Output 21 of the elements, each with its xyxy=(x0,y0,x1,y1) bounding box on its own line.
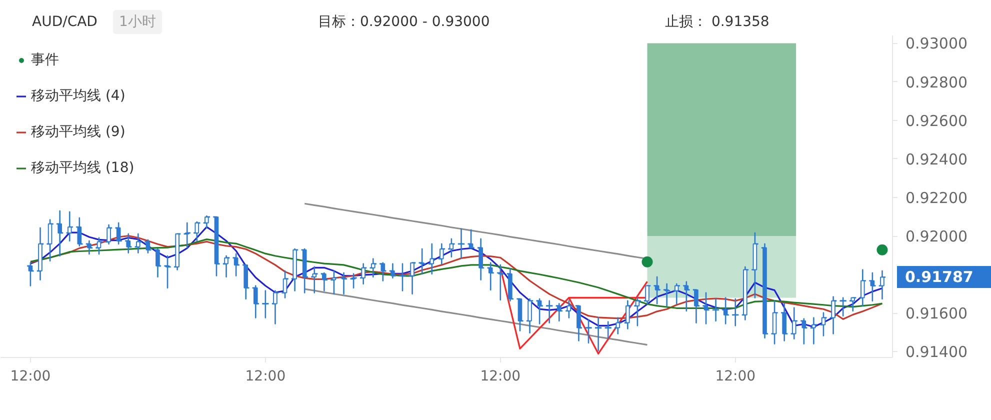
chart-title: AUD/CAD xyxy=(32,13,98,32)
chart-subtitle: 1小时 xyxy=(113,10,162,34)
text: 目标：0.92000 - 0.93000 xyxy=(318,13,490,32)
y-tick-label: 0.93000 xyxy=(906,34,968,53)
x-tick-label: 12:00 xyxy=(480,368,521,384)
legend-label: 移动平均线 (9) xyxy=(31,123,126,141)
y-tick-label: 0.91600 xyxy=(906,304,968,323)
y-tick-label: 0.92600 xyxy=(906,112,968,130)
text: 止损： 0.91358 xyxy=(665,13,770,32)
y-tick-label: 0.91400 xyxy=(906,343,968,362)
x-tick-label: 12:00 xyxy=(715,368,756,384)
x-tick-label: 12:00 xyxy=(10,368,51,384)
x-tick-label: 12:00 xyxy=(245,368,286,384)
text: 0.91787 xyxy=(897,266,991,288)
legend-label: 移动平均线 (18) xyxy=(31,159,134,177)
y-tick-label: 0.92200 xyxy=(906,188,968,207)
y-tick-label: 0.92000 xyxy=(906,228,968,246)
legend-label: 移动平均线 (4) xyxy=(31,87,126,105)
legend-label: 事件 xyxy=(31,51,59,69)
y-tick-label: 0.92800 xyxy=(906,73,968,92)
y-tick-label: 0.92400 xyxy=(906,150,968,168)
